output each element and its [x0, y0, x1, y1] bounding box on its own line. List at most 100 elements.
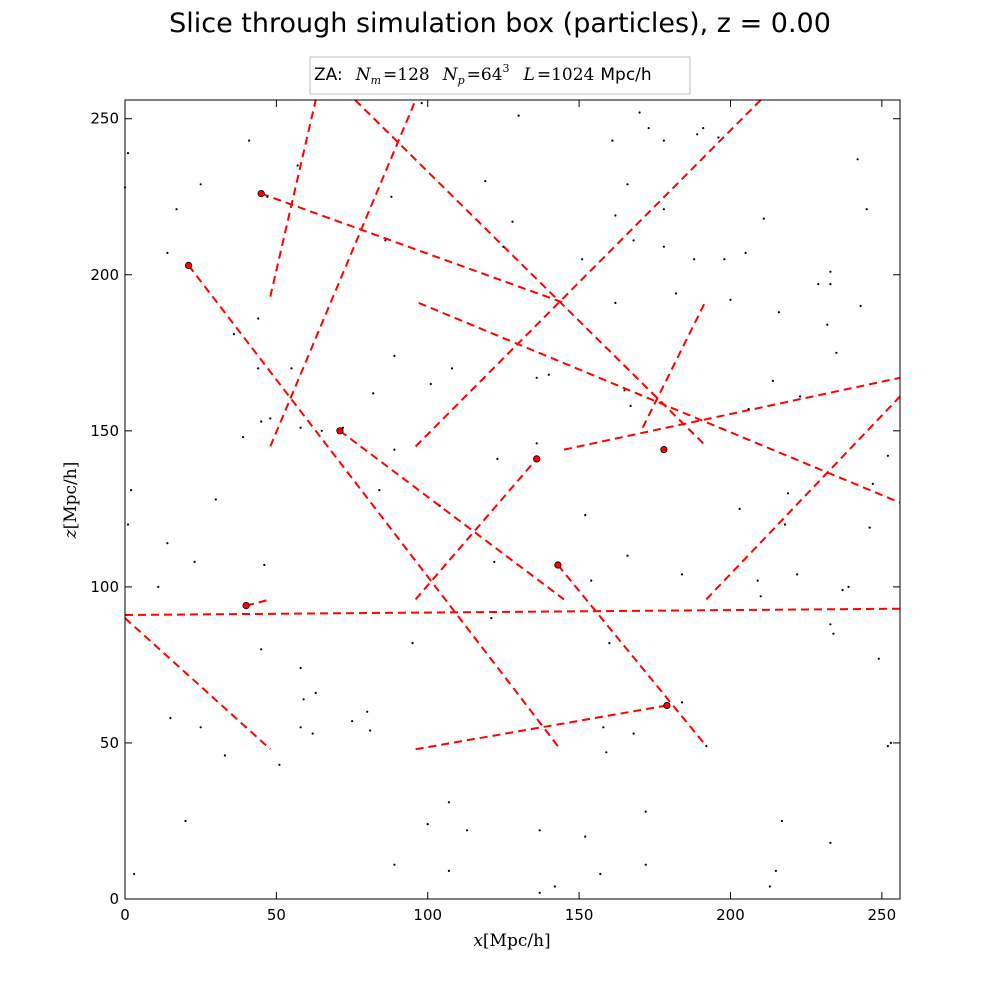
particle-point-25 [266, 195, 269, 198]
particle-point-134 [877, 657, 880, 660]
particle-point-109 [762, 217, 765, 220]
particle-point-63 [517, 114, 520, 117]
particle-point-42 [378, 489, 381, 492]
particle-point-107 [756, 579, 759, 582]
particle-point-111 [771, 379, 775, 382]
particle-point-19 [248, 139, 251, 142]
particle-point-95 [680, 573, 684, 576]
particle-point-98 [696, 133, 699, 136]
particle-point-84 [629, 404, 632, 407]
annotation-l-symbol: L [523, 65, 535, 85]
particle-point-56 [466, 829, 469, 832]
particle-point-47 [393, 448, 396, 451]
highlighted-particle-1 [185, 261, 193, 269]
particle-point-54 [447, 801, 450, 804]
particle-point-70 [581, 258, 584, 261]
particle-point-23 [260, 420, 263, 423]
annotation-np-value: =64 [467, 65, 503, 85]
particle-point-74 [599, 872, 602, 876]
y-tick-label-0: 0 [109, 890, 119, 908]
particle-point-24 [263, 563, 266, 567]
particle-point-67 [538, 829, 541, 832]
particle-point-86 [632, 239, 635, 242]
particle-point-30 [299, 666, 302, 670]
particle-point-50 [426, 823, 429, 826]
annotation-l-value: =1024 [537, 65, 595, 85]
y-tick-label-50: 50 [100, 734, 119, 752]
x-axis: 0 50 100 150 200 250 [120, 100, 896, 924]
particle-point-7 [166, 251, 169, 254]
highlighted-particle-2 [336, 427, 344, 435]
particle-point-93 [662, 208, 666, 211]
y-axis-label: z[Mpc/h] [61, 462, 81, 540]
particle-point-44 [390, 195, 393, 198]
trajectory-line-16 [124, 617, 271, 750]
particle-point-119 [817, 283, 820, 286]
particle-point-110 [768, 885, 771, 888]
x-axis-label: x[Mpc/h] [473, 931, 550, 951]
particle-point-31 [299, 726, 302, 729]
particle-point-97 [693, 258, 696, 261]
particle-point-13 [199, 183, 202, 186]
trajectory-line-7 [563, 376, 901, 451]
particle-point-137 [889, 741, 893, 745]
annotation-np-subscript: p [458, 74, 465, 87]
particle-point-120 [826, 323, 829, 326]
y-tick-label-250: 250 [90, 110, 119, 128]
particle-point-135 [886, 454, 890, 457]
particle-point-136 [886, 745, 890, 748]
particle-point-65 [535, 442, 538, 445]
particle-point-118 [799, 395, 802, 398]
particle-point-81 [623, 389, 626, 392]
trajectory-line-9 [339, 430, 565, 601]
x-tick-label-0: 0 [120, 906, 130, 924]
particle-point-43 [384, 239, 387, 242]
particle-point-88 [644, 863, 647, 866]
particle-point-3 [126, 523, 130, 526]
particle-point-10 [184, 819, 187, 823]
particle-point-100 [705, 745, 708, 748]
particle-point-128 [847, 585, 850, 589]
particle-point-45 [393, 354, 396, 357]
particle-point-114 [780, 819, 784, 823]
particle-point-58 [490, 617, 493, 620]
particle-point-29 [296, 164, 299, 167]
highlighted-particle-layer [185, 190, 671, 710]
particle-point-6 [166, 542, 169, 545]
particle-point-130 [859, 304, 862, 308]
particle-point-78 [611, 139, 614, 142]
particle-point-40 [369, 729, 372, 732]
highlighted-particle-6 [663, 701, 671, 710]
particle-point-68 [547, 373, 550, 376]
particle-point-41 [372, 392, 375, 395]
particle-point-115 [783, 523, 787, 526]
particle-point-77 [608, 642, 611, 645]
trajectory-line-2 [260, 192, 565, 304]
trajectory-line-0 [269, 99, 317, 297]
y-axis-label-var: z [61, 528, 81, 539]
particle-point-32 [299, 426, 302, 429]
particle-point-91 [662, 245, 666, 248]
particle-point-64 [535, 376, 538, 379]
particle-point-69 [553, 885, 557, 888]
trajectory-line-11 [705, 395, 901, 601]
particle-point-33 [302, 698, 305, 701]
trajectory-line-15 [415, 704, 668, 751]
annotation-nm-symbol: N [355, 65, 372, 85]
particle-point-94 [674, 292, 678, 295]
trajectory-line-14 [557, 564, 708, 747]
particle-point-106 [747, 407, 750, 411]
annotation-frame [309, 56, 691, 95]
x-axis-label-unit: [Mpc/h] [483, 931, 551, 951]
particle-point-82 [626, 183, 629, 186]
particle-point-133 [871, 482, 874, 485]
highlighted-particle-5 [554, 561, 562, 569]
particle-point-127 [841, 588, 844, 592]
y-axis: 0 50 100 150 200 250 [90, 110, 900, 908]
trajectory-line-8 [641, 299, 708, 429]
particle-point-131 [865, 208, 868, 211]
trajectory-line-10 [414, 458, 538, 601]
particle-point-117 [796, 573, 799, 576]
highlighted-particle-4 [533, 455, 541, 463]
particle-point-112 [774, 869, 778, 873]
